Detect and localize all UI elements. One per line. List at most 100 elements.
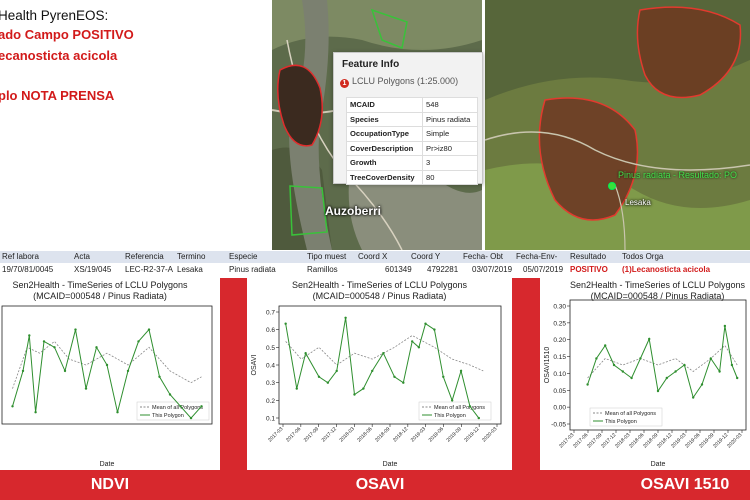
attr-value: Pinus radiata	[422, 111, 478, 127]
legend-label: Mean of all Polygons	[605, 411, 656, 417]
plot-label-ndvi: NDVI	[90, 476, 130, 493]
result-cell: POSITIVO	[570, 265, 608, 274]
polygon-series-point	[417, 346, 421, 349]
y-tick-label: 0.4	[266, 363, 275, 370]
ndvi-chart: Mean of all Polygons This Polygon Date	[1, 305, 213, 468]
attr-key: TreeCoverDensity	[346, 169, 423, 185]
x-tick-label: 2019-12	[463, 426, 480, 443]
cell: 601349	[385, 265, 412, 274]
plot-subtitle: (MCAID=000548 / Pinus Radiata)	[312, 291, 447, 301]
col-header: Resultado	[570, 252, 607, 261]
polygon-series-point	[450, 399, 454, 402]
table-row: CoverDescription Pr>iz80	[346, 140, 478, 156]
table-row: Species Pinus radiata	[346, 111, 478, 127]
polygon-series-line	[587, 325, 738, 399]
polygon-series-point	[147, 328, 151, 331]
x-axis-label: Date	[651, 461, 666, 468]
slide-pathogen-line: ecanosticta acicola	[0, 48, 118, 63]
legend-box	[418, 401, 492, 421]
plot-title: Sen2Health - TimeSeries of LCLU Polygons	[291, 280, 468, 290]
polygon-series-point	[42, 340, 46, 343]
satellite-imagery	[485, 0, 750, 250]
col-header: Tipo muest	[307, 252, 347, 261]
polygon-series-point	[736, 376, 739, 380]
legend-box	[136, 401, 210, 421]
y-axis-label: OSAVI1510	[544, 347, 551, 384]
cell: 19/70/81/0045	[2, 265, 54, 274]
slide-text-panel: Health PyrenEOS: ado Campo POSITIVO ecan…	[0, 0, 272, 248]
legend-label: This Polygon	[434, 413, 466, 419]
polygon-series-point	[723, 324, 727, 328]
feature-info-popup[interactable]: Feature Info 1 LCLU Polygons (1:25.000) M…	[333, 52, 483, 185]
x-tick-label: 2017-03	[267, 426, 284, 443]
x-tick-label: 2018-09	[374, 426, 391, 443]
x-axis-label: Date	[383, 461, 398, 468]
polygon-series-point	[295, 387, 298, 390]
polygon-series-point	[442, 375, 445, 378]
attr-key: CoverDescription	[346, 140, 423, 156]
polygon-series-point	[116, 411, 119, 414]
x-tick-label: 2018-06	[356, 426, 373, 443]
x-tick-label: 2019-03	[410, 426, 427, 443]
polygon-series-point	[200, 405, 203, 408]
x-axis-label: Date	[100, 461, 115, 468]
polygon-series-point	[468, 405, 472, 408]
cell: XS/19/045	[74, 265, 112, 274]
osavi1510-chart: 0.30 0.25 0.20 0.15 0.10 0.05 0.00 -0.05 OSAVI15…	[544, 299, 747, 468]
x-tick-label: 2019-09	[446, 426, 463, 443]
col-header: Termino	[177, 252, 206, 261]
polygon-series-point	[371, 369, 374, 373]
record-header-row: Ref labora Acta Referencia Termino Espec…	[0, 251, 750, 263]
satellite-map-right[interactable]: Pinus radiata - Resultado: PO Lesaka	[485, 0, 750, 250]
polygon-series-point	[402, 381, 405, 384]
cell: Ramillos	[307, 265, 338, 274]
x-tick-label: 2020-03	[726, 432, 743, 449]
col-header: Fecha-Env-	[516, 252, 558, 261]
col-header: Acta	[74, 252, 91, 261]
x-tick-label: 2019-06	[428, 426, 445, 443]
polygon-series-point	[168, 393, 172, 396]
slide-field-result-line: ado Campo POSITIVO	[0, 27, 134, 42]
y-tick-label: 0.05	[553, 388, 566, 395]
attr-key: MCAID	[346, 97, 423, 113]
x-tick-label: 2018-12	[392, 426, 409, 443]
polygon-series-point	[179, 405, 182, 408]
plot-label-osavi-1510: OSAVI 1510	[640, 476, 730, 493]
polygon-series-point	[648, 337, 651, 341]
y-axis-label: OSAVI	[251, 355, 258, 376]
slide-title-line: Health PyrenEOS:	[0, 8, 109, 23]
x-tick-label: 2020-03	[481, 426, 498, 443]
x-tick-label: 2018-03	[339, 426, 356, 443]
y-tick-label: 0.20	[553, 337, 566, 344]
y-tick-label: -0.05	[551, 422, 566, 429]
map-place-label: Auzoberri	[325, 204, 382, 218]
osavi-plot-card: Sen2Health - TimeSeries of LCLU Polygons…	[247, 278, 512, 470]
legend-label: This Polygon	[605, 419, 637, 425]
polygon-series-point	[586, 383, 589, 386]
attr-value: 3	[422, 155, 478, 171]
layer-badge-icon: 1	[340, 79, 349, 88]
polygon-series-point	[158, 375, 161, 378]
record-value-row: 19/70/81/0045 XS/19/045 LEC-R2-37-A Lesa…	[0, 264, 750, 276]
y-tick-label: 0.6	[266, 327, 275, 334]
polygon-series-point	[63, 369, 67, 373]
y-tick-label: 0.5	[266, 345, 275, 352]
polygon-series-point	[718, 370, 721, 373]
polygon-series-point	[683, 363, 686, 367]
polygon-series-point	[604, 344, 607, 347]
y-tick-label: 0.2	[266, 398, 275, 405]
table-row: TreeCoverDensity 80	[346, 169, 478, 185]
y-tick-label: 0.10	[553, 371, 566, 378]
polygon-series-point	[612, 363, 616, 367]
y-tick-label: 0.7	[266, 310, 275, 317]
polygon-series-point	[105, 363, 109, 367]
cell: 4792281	[427, 265, 459, 274]
agent-cell: (1)Lecanosticta acicola	[622, 265, 711, 274]
plots-stage: Sen2Health - TimeSeries of LCLU Polygons…	[0, 278, 750, 500]
polygon-series-point	[411, 340, 414, 343]
polygon-series-point	[189, 416, 193, 420]
cell: Pinus radiata	[229, 265, 276, 274]
y-tick-label: 0.3	[266, 380, 275, 387]
polygon-series-point	[433, 328, 436, 331]
legend-label: Mean of all Polygons	[434, 405, 485, 411]
